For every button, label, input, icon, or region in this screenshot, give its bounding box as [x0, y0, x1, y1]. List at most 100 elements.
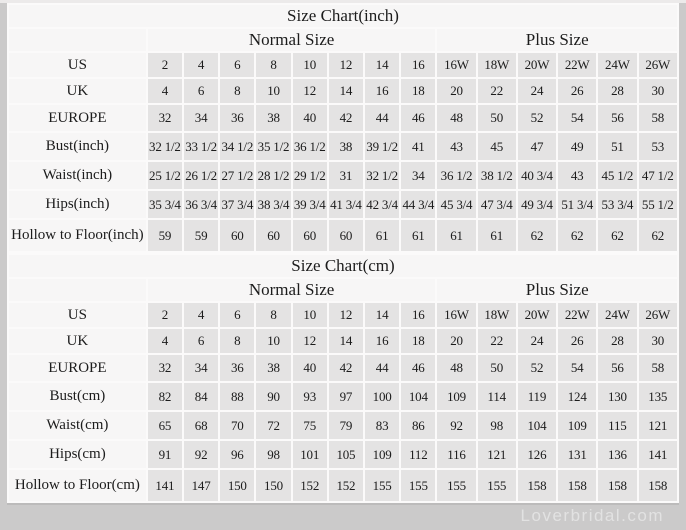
- value-cell: 59: [181, 218, 221, 253]
- value-cell: 44: [362, 353, 402, 383]
- value-cell: 34 1/2: [218, 131, 257, 162]
- value-cell: 36: [218, 353, 257, 383]
- value-cell: 49: [556, 131, 599, 162]
- value-cell: 62: [515, 218, 559, 253]
- value-cell: 105: [326, 439, 366, 470]
- table-row: UK 4 6 8 10 12 14 16 18 20 22 24 26 28 30: [7, 327, 679, 355]
- value-cell: 51 3/4: [556, 189, 599, 220]
- value-cell: 126: [515, 439, 559, 470]
- value-cell: 147: [181, 468, 221, 503]
- value-cell: 60: [326, 218, 366, 253]
- value-cell: 45 1/2: [596, 160, 639, 191]
- table-row: US 2 4 6 8 10 12 14 16 16W 18W 20W 22W 24W 26W: [7, 51, 679, 79]
- value-cell: 38: [326, 131, 366, 162]
- value-cell: 4: [145, 77, 184, 105]
- value-cell: 47: [515, 131, 559, 162]
- value-cell: 141: [145, 468, 184, 503]
- value-cell: 32 1/2: [145, 131, 184, 162]
- table-row: Waist(inch) 25 1/2 26 1/2 27 1/2 28 1/2 29 1/…: [7, 160, 679, 191]
- value-cell: 48: [435, 353, 478, 383]
- value-cell: 28 1/2: [254, 160, 293, 191]
- value-cell: 10: [290, 51, 329, 79]
- value-cell: 8: [254, 301, 293, 329]
- value-cell: 25 1/2: [145, 160, 184, 191]
- value-cell: 83: [362, 410, 402, 441]
- value-cell: 96: [218, 439, 257, 470]
- value-cell: 12: [326, 301, 366, 329]
- value-cell: 59: [145, 218, 184, 253]
- value-cell: 38 3/4: [254, 189, 293, 220]
- value-cell: 30: [636, 77, 679, 105]
- value-cell: 26W: [636, 301, 679, 329]
- row-label: Waist(cm): [7, 410, 148, 441]
- value-cell: 150: [218, 468, 257, 503]
- column-group-row: Normal Size Plus Size: [7, 27, 679, 53]
- value-cell: 4: [145, 327, 184, 355]
- value-cell: 22W: [556, 51, 599, 79]
- value-cell: 18: [399, 77, 438, 105]
- value-cell: 97: [326, 381, 366, 412]
- value-cell: 152: [326, 468, 366, 503]
- value-cell: 18W: [475, 51, 518, 79]
- table-row: Bust(inch) 32 1/2 33 1/2 34 1/2 35 1/2 36 1/2…: [7, 131, 679, 162]
- table-title: Size Chart(inch): [7, 3, 679, 29]
- watermark-text: Loverbridal.com: [520, 506, 664, 525]
- value-cell: 18W: [475, 301, 518, 329]
- value-cell: 119: [515, 381, 559, 412]
- value-cell: 114: [475, 381, 518, 412]
- value-cell: 98: [475, 410, 518, 441]
- value-cell: 33 1/2: [181, 131, 221, 162]
- size-chart-inch-table: Size Chart(inch) Normal Size Plus Size US 2 4…: [7, 3, 679, 253]
- value-cell: 16W: [435, 301, 478, 329]
- row-label: Bust(cm): [7, 381, 148, 412]
- value-cell: 20: [435, 77, 478, 105]
- value-cell: 101: [290, 439, 329, 470]
- value-cell: 35 3/4: [145, 189, 184, 220]
- value-cell: 155: [399, 468, 438, 503]
- value-cell: 8: [218, 77, 257, 105]
- value-cell: 4: [181, 301, 221, 329]
- value-cell: 150: [254, 468, 293, 503]
- value-cell: 155: [475, 468, 518, 503]
- row-label: UK: [7, 77, 148, 105]
- table-row: Hips(cm) 91 92 96 98 101 105 109 112 116 121 126 131…: [7, 439, 679, 470]
- column-group-row: Normal Size Plus Size: [7, 277, 679, 303]
- value-cell: 50: [475, 353, 518, 383]
- value-cell: 42: [326, 103, 366, 133]
- row-label: Bust(inch): [7, 131, 148, 162]
- value-cell: 98: [254, 439, 293, 470]
- value-cell: 40: [290, 353, 329, 383]
- value-cell: 39 3/4: [290, 189, 329, 220]
- value-cell: 62: [556, 218, 599, 253]
- row-label: EUROPE: [7, 103, 148, 133]
- value-cell: 75: [290, 410, 329, 441]
- table-row: Hips(inch) 35 3/4 36 3/4 37 3/4 38 3/4 39 3/4…: [7, 189, 679, 220]
- value-cell: 49 3/4: [515, 189, 559, 220]
- value-cell: 31: [326, 160, 366, 191]
- value-cell: 121: [475, 439, 518, 470]
- value-cell: 36 1/2: [290, 131, 329, 162]
- table-row: Hollow to Floor(inch) 59 59 60 60 60 60 61 61 61 6…: [7, 218, 679, 253]
- value-cell: 26W: [636, 51, 679, 79]
- group-plus-size: Plus Size: [435, 27, 679, 53]
- value-cell: 43: [556, 160, 599, 191]
- value-cell: 84: [181, 381, 221, 412]
- value-cell: 53: [636, 131, 679, 162]
- value-cell: 47 3/4: [475, 189, 518, 220]
- value-cell: 44 3/4: [399, 189, 438, 220]
- value-cell: 24W: [596, 51, 639, 79]
- value-cell: 68: [181, 410, 221, 441]
- value-cell: 158: [596, 468, 639, 503]
- value-cell: 58: [636, 103, 679, 133]
- value-cell: 32: [145, 353, 184, 383]
- value-cell: 10: [290, 301, 329, 329]
- corner-cell: [7, 27, 148, 53]
- value-cell: 46: [399, 353, 438, 383]
- group-plus-size: Plus Size: [435, 277, 679, 303]
- value-cell: 93: [290, 381, 329, 412]
- value-cell: 12: [290, 77, 329, 105]
- value-cell: 112: [399, 439, 438, 470]
- value-cell: 28: [596, 77, 639, 105]
- value-cell: 34: [399, 160, 438, 191]
- value-cell: 70: [218, 410, 257, 441]
